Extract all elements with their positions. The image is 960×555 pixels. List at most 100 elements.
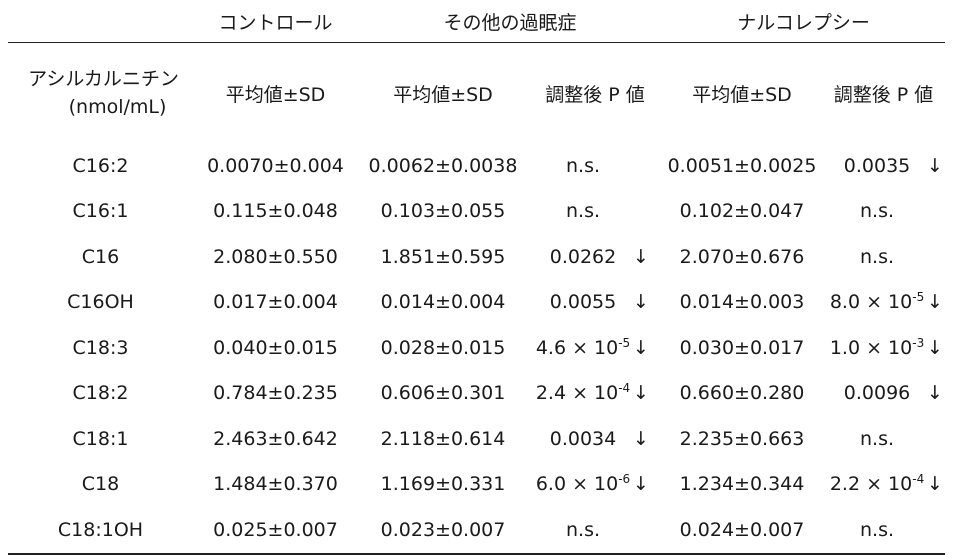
p-value-text: n.s. — [860, 200, 895, 223]
table-row: C18:1 2.463±0.642 2.118±0.614 0.0034 ↓ 2.235±… — [8, 416, 945, 462]
narcolepsy-adjusted-p: 1.0 × 10-3 ↓ — [822, 325, 945, 371]
decrease-arrow-icon: ↓ — [927, 154, 943, 177]
p-value-exponent: -3 — [912, 335, 925, 350]
control-mean-sd: 2.463±0.642 — [213, 427, 338, 450]
decrease-arrow-icon: ↓ — [633, 291, 649, 314]
p-value: 0.0096 — [828, 382, 926, 404]
p-value-mantissa: 2.4 × 10 — [535, 382, 619, 405]
group-header-other-hypersomnia: その他の過眠症 — [443, 11, 577, 34]
p-value: n.s. — [828, 428, 926, 450]
p-value-text: 0.0034 — [549, 427, 617, 450]
narcolepsy-adjusted-p: n.s. — [822, 189, 945, 235]
p-value: 0.0034 — [534, 428, 632, 450]
other-p-header: 調整後 P 値 — [528, 42, 663, 143]
sub-header-row: アシルカルニチン (nmol/mL) 平均値±SD 平均値±SD 調整後 P 値… — [8, 42, 946, 143]
other-adjusted-p: 0.0034 ↓ — [528, 416, 662, 462]
control-mean-sd: 0.040±0.015 — [213, 336, 338, 359]
p-value-mantissa: 6.0 × 10 — [535, 473, 619, 496]
narcolepsy-adjusted-p: n.s. — [822, 416, 945, 462]
control-mean-sd: 0.025±0.007 — [193, 507, 358, 555]
table-row: C18:2 0.784±0.235 0.606±0.301 2.4 × 10-4 ↓ 0.… — [8, 371, 945, 417]
narcolepsy-mean-sd: 2.070±0.676 — [679, 245, 805, 268]
p-value-text: n.s. — [565, 154, 601, 177]
acylcarnitine-name: C18:1 — [72, 427, 129, 450]
p-value-mantissa: 2.2 × 10 — [829, 473, 913, 496]
decrease-arrow-icon: ↓ — [927, 382, 943, 405]
p-value: n.s. — [828, 519, 926, 541]
decrease-arrow-icon: ↓ — [633, 473, 649, 496]
p-value-mantissa: 4.6 × 10 — [535, 336, 619, 359]
acylcarnitine-name: C18:2 — [72, 382, 129, 405]
p-value-text: 0.0096 — [843, 382, 911, 405]
narcolepsy-adjusted-p: n.s. — [822, 234, 945, 280]
table-body: C16:2 0.0070±0.004 0.0062±0.0038 n.s. 0.0051… — [8, 143, 946, 555]
table-row: C16 2.080±0.550 1.851±0.595 0.0262 ↓ 2.070±0.… — [8, 234, 945, 280]
p-value-exponent: -4 — [618, 381, 631, 396]
other-mean-sd: 0.606±0.301 — [380, 382, 506, 405]
other-adjusted-p: n.s. — [528, 189, 662, 235]
table-row: C18 1.484±0.370 1.169±0.331 6.0 × 10-6 ↓ 1.23… — [8, 462, 945, 508]
acylcarnitine-name: C16OH — [67, 291, 134, 314]
control-mean-sd: 1.484±0.370 — [213, 473, 338, 496]
acylcarnitine-header-title: アシルカルニチン — [28, 68, 179, 90]
table-row: C16:2 0.0070±0.004 0.0062±0.0038 n.s. 0.0051… — [8, 143, 945, 189]
narcolepsy-adjusted-p: 2.2 × 10-4 ↓ — [822, 462, 945, 508]
group-header-row: コントロール その他の過眠症 ナルコレプシー — [8, 0, 945, 43]
p-value-text: n.s. — [860, 245, 895, 268]
other-adjusted-p: n.s. — [528, 143, 662, 189]
decrease-arrow-icon: ↓ — [927, 473, 943, 496]
group-header-narcolepsy: ナルコレプシー — [737, 11, 870, 34]
p-value-exponent: -6 — [618, 472, 631, 487]
other-mean-sd: 0.023±0.007 — [358, 507, 528, 555]
decrease-arrow-icon: ↓ — [633, 427, 649, 450]
narcolepsy-p-header: 調整後 P 値 — [822, 42, 946, 143]
table-row: C16OH 0.017±0.004 0.014±0.004 0.0055 ↓ 0.014±… — [8, 280, 945, 326]
acylcarnitine-name: C18:3 — [72, 336, 129, 359]
acylcarnitine-table: コントロール その他の過眠症 ナルコレプシー アシルカルニチン (nmol/mL… — [8, 0, 946, 555]
p-value-text: 0.0035 — [843, 154, 911, 177]
p-value: 0.0055 — [534, 291, 632, 313]
other-adjusted-p: 0.0262 ↓ — [528, 234, 662, 280]
narcolepsy-mean-sd: 0.102±0.047 — [679, 200, 805, 223]
other-adjusted-p: 6.0 × 10-6 ↓ — [528, 462, 662, 508]
narcolepsy-adjusted-p: 0.0096 ↓ — [822, 371, 945, 417]
p-value: n.s. — [534, 200, 632, 222]
decrease-arrow-icon: ↓ — [927, 336, 943, 359]
header-corner — [8, 0, 193, 43]
p-value-text: 0.0055 — [549, 291, 617, 314]
control-mean-sd: 0.784±0.235 — [213, 382, 338, 405]
other-mean-sd: 2.118±0.614 — [380, 427, 506, 450]
narcolepsy-mean-sd: 1.234±0.344 — [679, 473, 805, 496]
other-mean-sd: 0.014±0.004 — [380, 291, 506, 314]
p-value: 0.0035 — [828, 155, 926, 177]
narcolepsy-mean-header: 平均値±SD — [662, 42, 823, 143]
other-mean-sd: 0.028±0.015 — [380, 336, 506, 359]
acylcarnitine-header-unit: (nmol/mL) — [68, 96, 167, 118]
narcolepsy-adjusted-p: 0.0035 ↓ — [822, 143, 945, 189]
narcolepsy-adjusted-p: n.s. — [822, 507, 946, 555]
control-mean-sd: 0.017±0.004 — [213, 291, 338, 314]
acylcarnitine-name: C16 — [81, 245, 120, 268]
decrease-arrow-icon: ↓ — [633, 336, 649, 359]
p-value-text: n.s. — [565, 200, 601, 223]
p-value: 2.2 × 10-4 — [828, 473, 926, 495]
narcolepsy-mean-sd: 0.660±0.280 — [679, 382, 805, 405]
acylcarnitine-name: C16:1 — [72, 200, 129, 223]
other-mean-sd: 0.0062±0.0038 — [368, 154, 518, 177]
table-row: C18:3 0.040±0.015 0.028±0.015 4.6 × 10-5 ↓ 0.… — [8, 325, 945, 371]
p-value: 2.4 × 10-4 — [534, 382, 632, 404]
narcolepsy-mean-sd: 0.024±0.007 — [662, 507, 823, 555]
control-mean-sd: 2.080±0.550 — [213, 245, 338, 268]
p-value-exponent: -5 — [912, 290, 925, 305]
decrease-arrow-icon: ↓ — [633, 245, 649, 268]
control-mean-header: 平均値±SD — [193, 42, 358, 143]
narcolepsy-adjusted-p: 8.0 × 10-5 ↓ — [822, 280, 945, 326]
narcolepsy-mean-sd: 0.014±0.003 — [679, 291, 805, 314]
group-header-control: コントロール — [218, 11, 333, 34]
p-value: 1.0 × 10-3 — [828, 337, 926, 359]
p-value: n.s. — [534, 519, 632, 541]
p-value-text: n.s. — [565, 518, 601, 541]
p-value-text: 0.0262 — [549, 245, 617, 268]
decrease-arrow-icon: ↓ — [633, 382, 649, 405]
